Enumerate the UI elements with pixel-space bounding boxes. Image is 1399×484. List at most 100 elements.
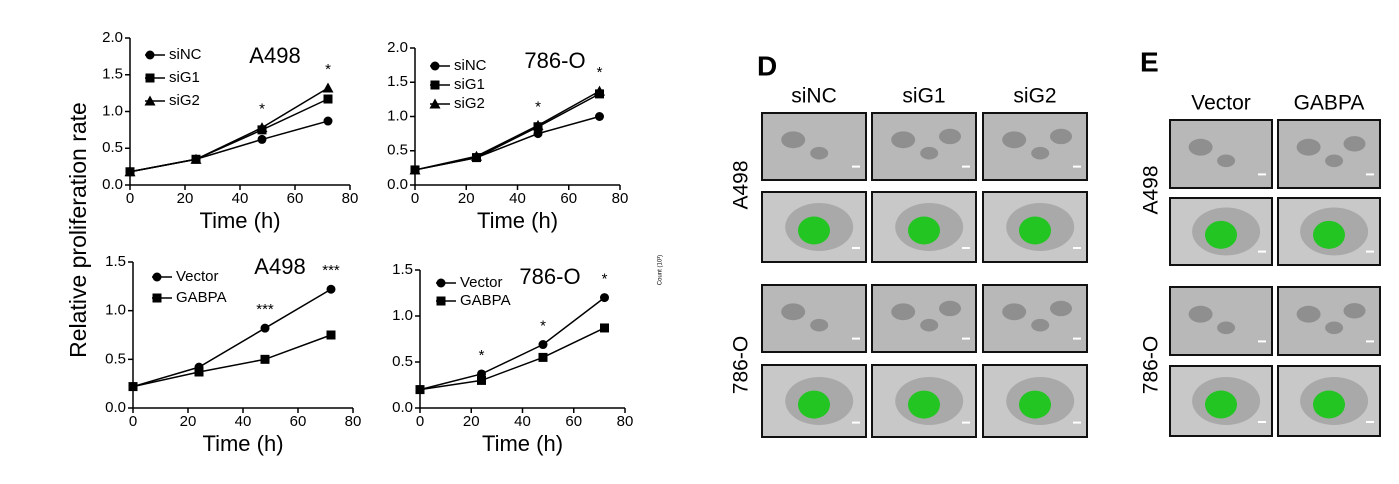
series-line [414,115,600,171]
colony [1217,154,1236,168]
marker [471,150,482,161]
column-label: siG2 [1013,85,1056,108]
panel-label: D [757,50,777,81]
chart-title: 786-O [524,48,585,73]
x-tick-label: 40 [235,413,252,430]
legend-label: GABPA [176,289,227,306]
marker [538,340,548,350]
series-line [129,87,329,173]
marker [538,352,548,362]
y-tick-label: 0.0 [387,176,408,193]
series-line [414,93,600,171]
image-panel [1169,119,1273,189]
marker [257,134,267,144]
x-axis-label: Time (h) [477,208,558,233]
column-label: siNC [791,85,837,108]
legend-label: siG2 [169,92,200,109]
y-tick-label: 0.5 [105,350,126,367]
column-label: Vector [1191,92,1251,115]
annotation: * [535,98,541,115]
image-panel [761,284,867,353]
y-tick-label: 2.0 [387,39,408,56]
annotation: *** [256,301,274,318]
marker [128,382,138,392]
colony [1325,154,1344,168]
y-tick-label: 1.0 [387,107,408,124]
colony [1002,303,1027,321]
green-spheroid [1313,390,1345,419]
x-tick-label: 60 [290,413,307,430]
colony [810,146,829,160]
x-tick-label: 40 [514,413,531,430]
x-tick-label: 0 [411,190,419,207]
colony [1050,300,1072,317]
x-tick-label: 20 [458,190,475,207]
legend-label: siG2 [454,95,485,112]
marker [436,278,446,288]
x-axis-label: Time (h) [202,431,283,456]
y-tick-label: 1.0 [102,102,123,119]
x-axis-label: Time (h) [199,208,280,233]
colony [1031,318,1050,332]
colony [810,318,829,332]
marker [124,166,136,177]
green-spheroid [798,390,830,419]
marker [430,61,440,71]
marker [600,293,609,303]
marker [326,284,336,294]
y-tick-label: 1.5 [387,73,408,90]
marker [430,80,440,90]
series-line [419,327,605,391]
marker [145,73,155,83]
colony [781,131,806,149]
y-tick-label: 0.0 [392,399,413,416]
series-line [414,90,600,171]
series-line [129,98,329,173]
chart-title: A498 [249,43,300,68]
y-tick-label: 1.5 [102,66,123,83]
y-axis-label: Relative proliferation rate [65,102,91,358]
marker [533,129,543,139]
legend-label: siG1 [454,76,485,93]
x-tick-label: 0 [126,190,134,207]
x-tick-label: 60 [560,190,577,207]
colony [891,303,916,321]
marker [409,164,421,175]
legend-label: GABPA [460,292,511,309]
colony [1217,321,1236,335]
marker [144,95,156,106]
annotation: * [597,64,603,81]
marker [145,50,155,60]
x-tick-label: 80 [345,413,362,430]
column-label: GABPA [1294,92,1365,115]
y-tick-label: 1.5 [392,261,413,278]
y-tick-label: 0.0 [105,399,126,416]
legend-label: siNC [454,57,487,74]
chart-title: A498 [254,254,305,279]
marker [600,323,609,333]
image-panel [1169,286,1273,356]
y-tick-label: 0.5 [392,353,413,370]
colony [1296,305,1321,323]
colony [1343,136,1366,152]
x-tick-label: 60 [565,413,582,430]
green-spheroid [1205,220,1237,249]
green-spheroid [1313,220,1345,249]
x-tick-label: 60 [287,190,304,207]
x-tick-label: 80 [612,190,629,207]
colony [1325,321,1344,335]
colony [1050,128,1072,145]
colony [920,146,939,160]
annotation: * [540,317,546,334]
y-tick-label: 2.0 [102,29,123,46]
legend-label: Vector [460,274,503,291]
image-panel [1277,119,1381,189]
colony [939,128,961,145]
image-panel [982,112,1088,181]
y-tick-label: 0.0 [102,176,123,193]
marker [152,272,162,282]
marker [429,98,441,109]
marker [595,112,604,121]
legend-label: siNC [169,46,202,63]
